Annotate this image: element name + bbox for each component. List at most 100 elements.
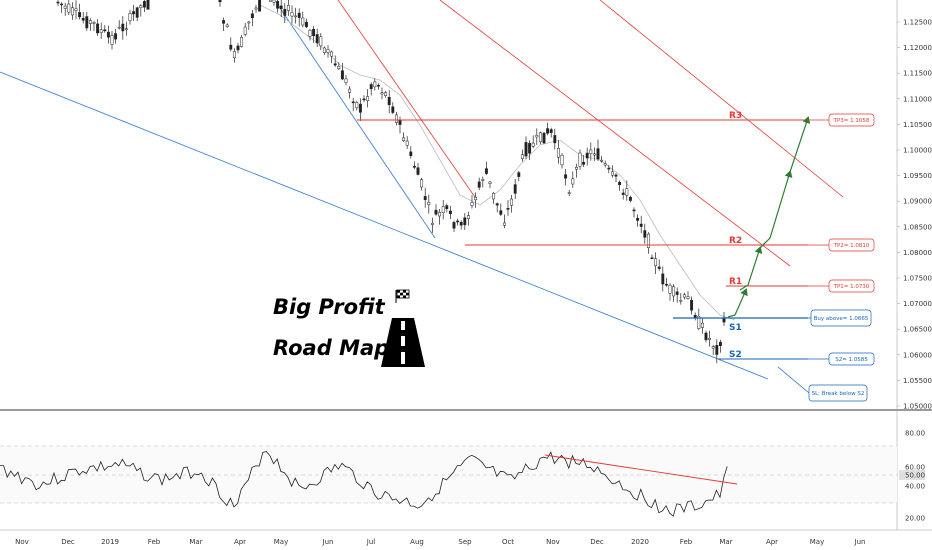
candle-body — [366, 96, 370, 101]
candle-body — [495, 203, 499, 206]
candle-body — [452, 222, 456, 229]
time-tick-label: Apr — [766, 538, 778, 546]
candle-body — [542, 132, 546, 144]
rsi-tick-label: 20.00 — [905, 515, 925, 523]
price-tick-label: 1.12500 — [903, 19, 932, 27]
candle-body — [322, 47, 326, 53]
candle-body — [582, 161, 586, 165]
candle-body — [531, 142, 535, 147]
candle-body — [243, 26, 247, 35]
price-tick-label: 1.09500 — [903, 172, 932, 180]
rsi-line — [0, 451, 728, 517]
candle-body — [99, 29, 103, 33]
candle-body — [589, 149, 593, 154]
candle-body — [585, 152, 589, 159]
candle-body — [250, 13, 254, 18]
time-tick-label: Oct — [502, 538, 514, 546]
price-tick-label: 1.09000 — [903, 198, 932, 206]
rsi-axis: 80.00 60.00 40.00 20.00 — [905, 430, 925, 523]
candle-body — [643, 230, 647, 238]
candle-body — [81, 18, 85, 21]
projected-path — [727, 116, 811, 318]
checkered-flag-icon — [395, 289, 410, 303]
candle-body — [344, 78, 348, 83]
candlestick-series — [56, 0, 726, 364]
rsi-pane[interactable]: 80.00 60.00 40.00 20.00 50.00 — [0, 430, 925, 523]
candle-body — [412, 166, 416, 168]
time-tick-label: Feb — [148, 538, 161, 546]
time-tick-label: Mar — [189, 538, 202, 546]
candle-body — [708, 337, 712, 340]
buy-above-callout-text: Buy above= 1.0665 — [814, 316, 869, 322]
path-segment-3 — [757, 170, 793, 251]
candle-body — [553, 135, 557, 144]
candle-body — [387, 96, 391, 106]
stop-loss-callout-text: SL: Break below S2 — [812, 391, 865, 397]
tp3-callout-box — [828, 113, 875, 127]
candle-body — [225, 24, 229, 28]
candle-body — [700, 322, 704, 328]
r1-label: R1 — [729, 277, 742, 287]
candle-body — [319, 36, 323, 47]
price-tick-label: 1.05000 — [903, 403, 932, 411]
price-pane[interactable] — [0, 0, 897, 410]
time-tick-label: Jun — [322, 538, 334, 546]
candle-body — [510, 198, 514, 206]
rsi-band — [0, 446, 897, 503]
candle-body — [304, 21, 308, 28]
buy-above-callout-box — [810, 309, 872, 327]
price-tick-label: 1.07500 — [903, 275, 932, 283]
candle-body — [528, 143, 532, 154]
candle-body — [628, 197, 632, 201]
price-tick-label: 1.07000 — [903, 300, 932, 308]
support-wedge-line — [277, 4, 436, 239]
candle-body — [639, 223, 643, 227]
candle-body — [146, 0, 150, 10]
candle-body — [229, 44, 233, 50]
candle-body — [60, 3, 64, 6]
candle-body — [405, 140, 409, 146]
candle-body — [96, 23, 100, 34]
candle-body — [272, 0, 276, 3]
price-tick-label: 1.08000 — [903, 249, 932, 257]
candle-body — [466, 215, 470, 219]
candle-body — [308, 29, 312, 37]
rsi-current-badge — [899, 470, 925, 480]
path-segment-2 — [739, 246, 763, 291]
candle-body — [470, 202, 474, 206]
candle-body — [657, 266, 661, 269]
candle-body — [456, 220, 460, 223]
candle-body — [276, 0, 280, 9]
candle-body — [574, 167, 578, 170]
candle-body — [430, 222, 434, 225]
resistance-line-1 — [337, 0, 478, 201]
price-tick-label: 1.11000 — [903, 95, 932, 103]
candle-body — [600, 159, 604, 162]
candle-body — [70, 7, 74, 16]
candle-body — [312, 28, 316, 37]
candle-body — [571, 178, 575, 185]
time-tick-label: 2020 — [631, 538, 649, 546]
candle-body — [675, 291, 679, 295]
candle-body — [416, 167, 420, 175]
candle-body — [517, 172, 521, 177]
s2-callout-box — [828, 352, 875, 366]
candle-body — [283, 8, 287, 16]
candle-body — [567, 192, 571, 195]
candle-body — [301, 17, 305, 26]
candle-body — [268, 0, 272, 2]
candle-body — [535, 135, 539, 138]
candle-body — [121, 23, 125, 32]
time-tick-label: May — [810, 538, 824, 546]
price-tick-label: 1.10000 — [903, 147, 932, 155]
candle-body — [294, 15, 298, 18]
candle-body — [625, 188, 629, 196]
price-tick-label: 1.11500 — [903, 70, 932, 78]
path-segment-1 — [727, 288, 748, 318]
s2-label: S2 — [729, 350, 742, 360]
candle-body — [481, 179, 485, 181]
tp1-callout-text: TP1= 1.0730 — [833, 284, 870, 290]
rsi-current-value: 50.00 — [905, 472, 925, 480]
candle-body — [682, 294, 686, 298]
